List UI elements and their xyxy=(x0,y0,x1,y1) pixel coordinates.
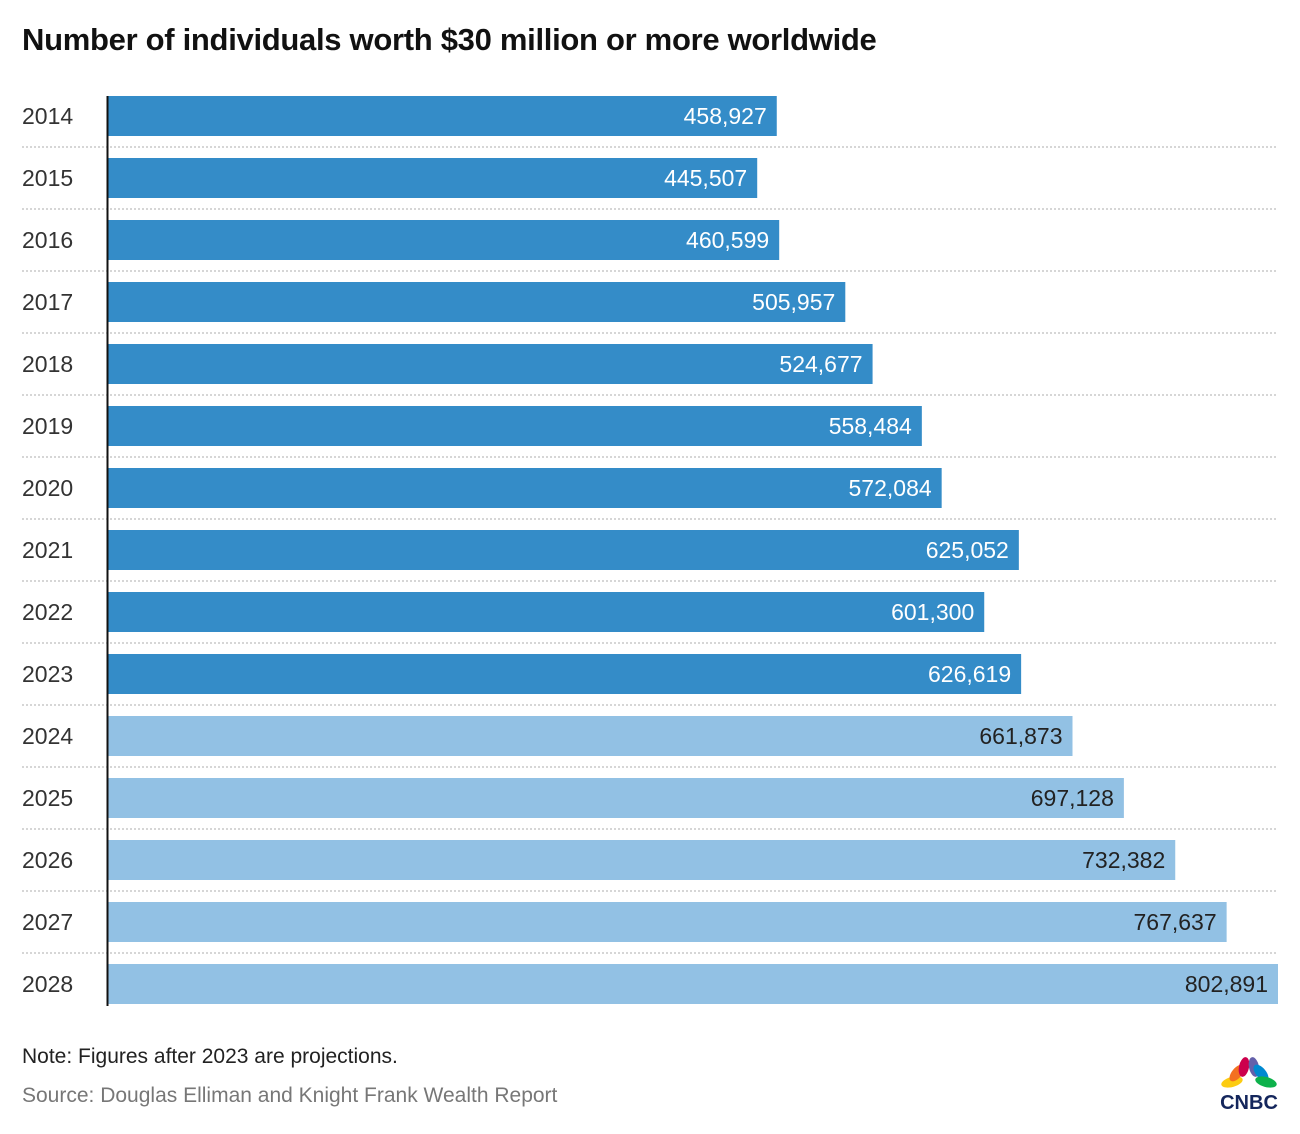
value-label: 445,507 xyxy=(664,165,747,191)
bar-2027 xyxy=(108,902,1227,942)
value-label: 626,619 xyxy=(928,661,1011,687)
year-label: 2026 xyxy=(22,847,73,873)
bar-2025 xyxy=(108,778,1124,818)
value-label: 732,382 xyxy=(1082,847,1165,873)
value-label: 458,927 xyxy=(684,103,767,129)
value-label: 558,484 xyxy=(829,413,912,439)
year-label: 2017 xyxy=(22,289,73,315)
year-label: 2016 xyxy=(22,227,73,253)
bar-2021 xyxy=(108,530,1019,570)
value-label: 601,300 xyxy=(891,599,974,625)
bar-2024 xyxy=(108,716,1073,756)
year-label: 2020 xyxy=(22,475,73,501)
year-label: 2018 xyxy=(22,351,73,377)
year-label: 2022 xyxy=(22,599,73,625)
bar-2023 xyxy=(108,654,1022,694)
bar-2022 xyxy=(108,592,985,632)
bar-chart: 2014 458,927 2015 445,507 2016 460,599 2017 505… xyxy=(22,96,1278,1006)
bar-2028 xyxy=(108,964,1278,1004)
year-label: 2019 xyxy=(22,413,73,439)
year-label: 2024 xyxy=(22,723,73,749)
year-label: 2015 xyxy=(22,165,73,191)
year-label: 2028 xyxy=(22,971,73,997)
value-label: 625,052 xyxy=(926,537,1009,563)
value-label: 505,957 xyxy=(752,289,835,315)
bar-2016 xyxy=(108,220,780,260)
year-label: 2025 xyxy=(22,785,73,811)
bar-2019 xyxy=(108,406,922,446)
year-label: 2021 xyxy=(22,537,73,563)
year-label: 2027 xyxy=(22,909,73,935)
value-label: 524,677 xyxy=(779,351,862,377)
bar-2014 xyxy=(108,96,777,136)
value-label: 572,084 xyxy=(849,475,932,501)
chart-note: Note: Figures after 2023 are projections… xyxy=(22,1045,398,1068)
bar-2017 xyxy=(108,282,846,322)
value-label: 460,599 xyxy=(686,227,769,253)
value-label: 697,128 xyxy=(1031,785,1114,811)
value-label: 661,873 xyxy=(979,723,1062,749)
bar-2018 xyxy=(108,344,873,384)
cnbc-logo: CNBC xyxy=(1220,1057,1278,1112)
svg-text:CNBC: CNBC xyxy=(1220,1092,1278,1112)
year-label: 2014 xyxy=(22,103,73,129)
bar-2026 xyxy=(108,840,1176,880)
year-label: 2023 xyxy=(22,661,73,687)
chart-title: Number of individuals worth $30 million … xyxy=(22,22,877,57)
value-label: 767,637 xyxy=(1133,909,1216,935)
chart-source: Source: Douglas Elliman and Knight Frank… xyxy=(22,1084,558,1107)
bar-2020 xyxy=(108,468,942,508)
value-label: 802,891 xyxy=(1185,971,1268,997)
bar-2015 xyxy=(108,158,758,198)
